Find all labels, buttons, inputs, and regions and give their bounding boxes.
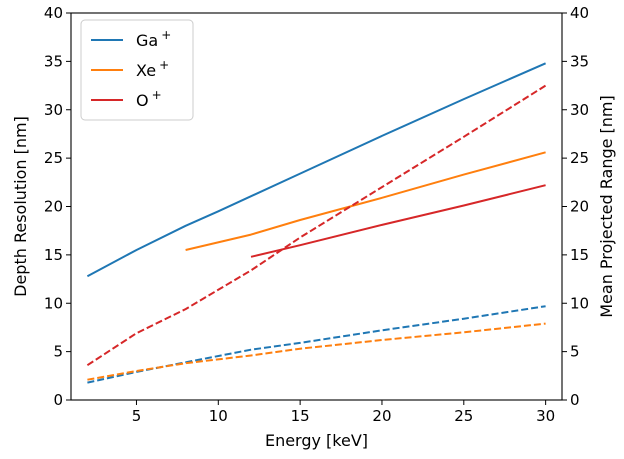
- legend-label: Xe +: [136, 58, 169, 80]
- y-tick-label-left: 15: [44, 246, 63, 264]
- legend: Ga +Xe +O +: [80, 19, 194, 121]
- y-tick-label-right: 30: [570, 101, 589, 119]
- series-line-range-5: [86, 84, 547, 367]
- series-line-range-3: [87, 305, 546, 384]
- ticks-layer: 5 10 15 20 25 30 0 0 5 5 10 10 15 15 20 20 25 25 30 30 35 35 4…: [44, 4, 589, 425]
- y-tick-label-right: 40: [570, 4, 589, 22]
- legend-label-charge: +: [152, 88, 162, 102]
- y-tick-label-right: 20: [570, 198, 589, 216]
- y-axis-label-left: Depth Resolution [nm]: [11, 116, 30, 297]
- y-axis-label-right: Mean Projected Range [nm]: [597, 95, 616, 318]
- legend-box: [80, 19, 194, 121]
- legend-label: Ga +: [136, 28, 171, 50]
- y-tick-label-left: 5: [53, 343, 63, 361]
- y-tick-label-left: 10: [44, 294, 63, 312]
- legend-label: O +: [136, 88, 162, 110]
- y-tick-label-left: 20: [44, 198, 63, 216]
- x-tick-label: 10: [209, 407, 228, 425]
- y-tick-label-left: 40: [44, 4, 63, 22]
- legend-label-name: O: [136, 91, 149, 110]
- y-tick-label-right: 5: [570, 343, 580, 361]
- series-layer: [86, 62, 547, 384]
- y-tick-label-right: 15: [570, 246, 589, 264]
- y-tick-label-left: 25: [44, 149, 63, 167]
- y-tick-label-right: 25: [570, 149, 589, 167]
- y-tick-label-left: 35: [44, 52, 63, 70]
- y-tick-label-left: 0: [53, 391, 63, 409]
- y-tick-label-right: 0: [570, 391, 580, 409]
- legend-label-charge: +: [159, 58, 169, 72]
- x-tick-label: 25: [454, 407, 473, 425]
- legend-label-name: Xe: [136, 61, 156, 80]
- series-line-ga: [86, 62, 547, 278]
- y-tick-label-right: 35: [570, 52, 589, 70]
- x-axis-label: Energy [keV]: [265, 431, 368, 450]
- x-tick-label: 20: [372, 407, 391, 425]
- legend-label-charge: +: [161, 28, 171, 42]
- x-tick-label: 5: [132, 407, 142, 425]
- y-tick-label-right: 10: [570, 294, 589, 312]
- series-line-range-4: [87, 322, 546, 381]
- series-line-xe: [185, 151, 546, 251]
- x-tick-label: 15: [291, 407, 310, 425]
- series-line-o: [250, 184, 546, 258]
- y-tick-label-left: 30: [44, 101, 63, 119]
- legend-label-name: Ga: [136, 31, 158, 50]
- x-tick-label: 30: [536, 407, 555, 425]
